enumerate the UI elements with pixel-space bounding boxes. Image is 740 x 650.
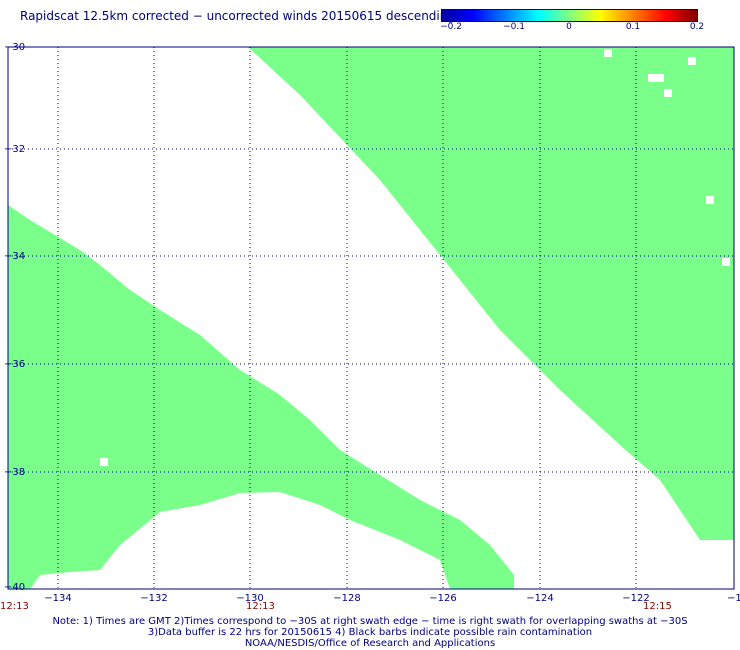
swath-time-label: 12:13 — [0, 601, 29, 612]
swath-layer — [8, 47, 734, 589]
colorbar — [441, 9, 698, 22]
lat-label: −30 — [4, 42, 25, 53]
graticule — [8, 47, 734, 589]
lat-label: −36 — [4, 359, 25, 370]
colorbar-tick: 0.2 — [689, 22, 705, 32]
lon-label: −124 — [526, 593, 553, 604]
colorbar-tick: 0.1 — [625, 22, 641, 32]
swath-time-label: 12:13 — [246, 601, 275, 612]
missing-data — [100, 49, 730, 466]
lat-label: −34 — [4, 251, 25, 262]
note-line-3: NOAA/NESDIS/Office of Research and Appli… — [244, 638, 496, 649]
swath-time-label: 12:15 — [643, 601, 672, 612]
lon-label: −126 — [429, 593, 456, 604]
colorbar-tick: 0 — [566, 22, 572, 32]
lon-label: −130 — [236, 593, 263, 604]
note-line-2: 3)Data buffer is 22 hrs for 20150615 4) … — [147, 627, 593, 638]
colorbar-tick: −0.2 — [440, 22, 462, 32]
note-line-1: Note: 1) Times are GMT 2)Times correspon… — [52, 616, 688, 627]
plot-frame — [7, 46, 735, 590]
lat-label: −40 — [4, 582, 25, 593]
colorbar-tick: −0.1 — [503, 22, 525, 32]
lon-label: −122 — [622, 593, 649, 604]
lon-label: −134 — [44, 593, 71, 604]
lon-label: −120 — [727, 593, 740, 604]
lat-label: −32 — [4, 144, 25, 155]
swath-left — [8, 205, 514, 589]
lon-label: −128 — [333, 593, 360, 604]
lon-label: −132 — [140, 593, 167, 604]
lat-label: −38 — [4, 467, 25, 478]
swath-right — [248, 47, 734, 540]
map-title: Rapidscat 12.5km corrected − uncorrected… — [20, 9, 455, 23]
